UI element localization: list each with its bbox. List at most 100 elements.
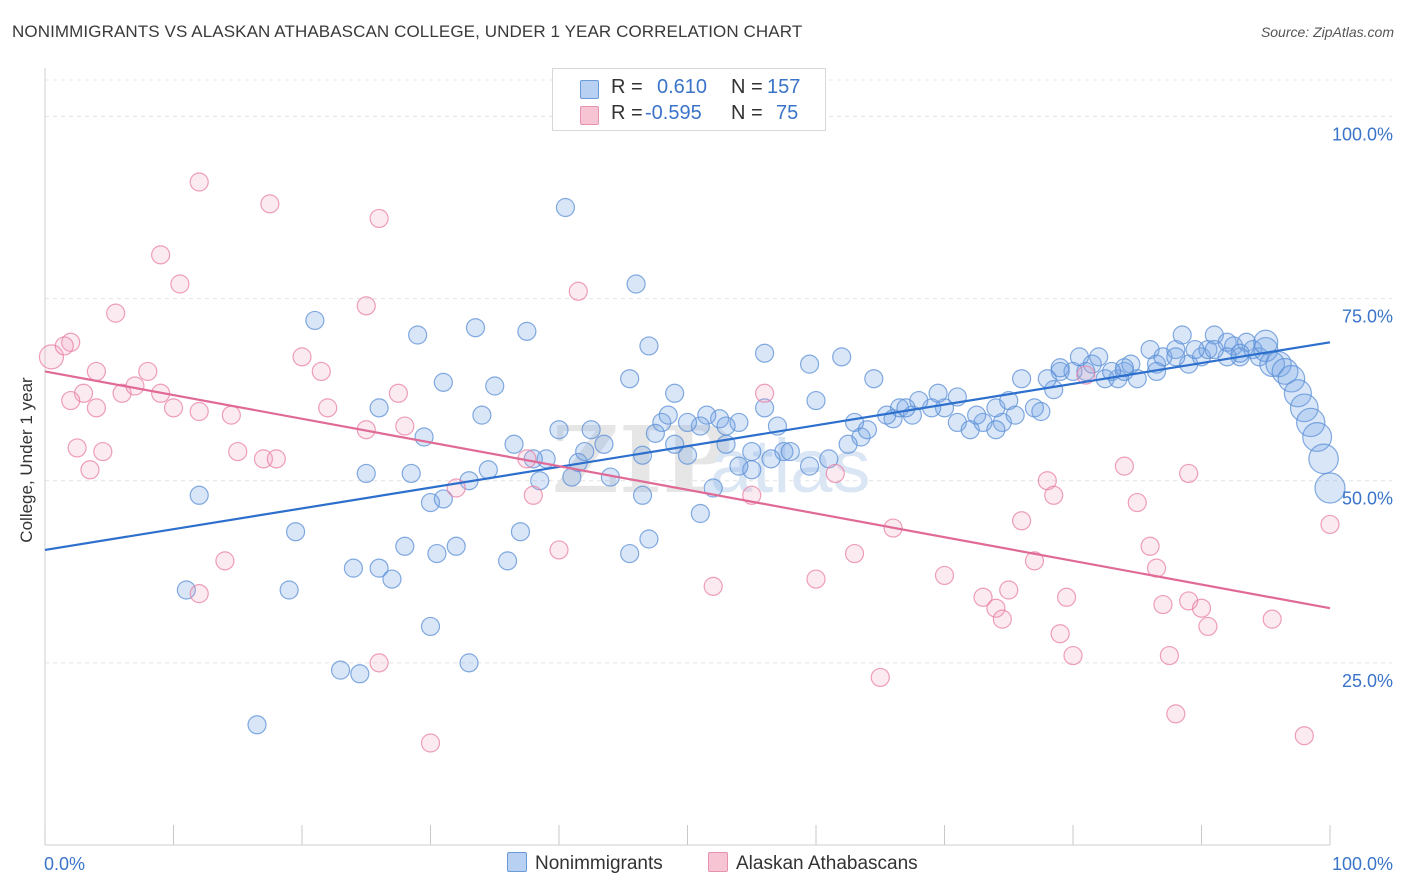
source-label: Source: ZipAtlas.com [1260, 24, 1394, 40]
nonimmigrants-point [549, 420, 569, 440]
nonimmigrants-point [716, 416, 736, 436]
athabascan-point [1159, 645, 1179, 666]
nonimmigrants-point [857, 420, 878, 440]
nonimmigrants-point [697, 405, 717, 425]
nonimmigrants-point [896, 398, 916, 418]
nonimmigrants-point [1185, 339, 1205, 360]
legend-n-value: 157 [767, 76, 801, 98]
nonimmigrants-point [665, 383, 685, 403]
y-tick-label: 25.0% [1342, 671, 1393, 691]
nonimmigrants-point [1024, 398, 1045, 418]
nonimmigrants-point [247, 715, 267, 735]
athabascan-point [1127, 492, 1147, 513]
legend-swatch-pink [580, 106, 599, 125]
nonimmigrants-point [1166, 347, 1186, 367]
athabascan-point [1063, 645, 1083, 666]
nonimmigrants-point [343, 558, 363, 578]
nonimmigrants-point [761, 449, 781, 469]
nonimmigrants-point [645, 423, 665, 443]
nonimmigrants-point [472, 405, 492, 425]
athabascan-point [1011, 511, 1032, 531]
nonimmigrants-point [799, 456, 820, 476]
nonimmigrants-point [1277, 364, 1306, 393]
legend-n-value: 75 [776, 102, 799, 124]
athabascan-point [1044, 485, 1064, 505]
nonimmigrants-point [632, 485, 653, 505]
nonimmigrants-point [658, 405, 678, 425]
nonimmigrants-point [279, 580, 299, 600]
nonimmigrants-point [330, 660, 351, 680]
nonimmigrants-point [581, 420, 601, 440]
nonimmigrants-point [1037, 369, 1057, 389]
athabascan-point [163, 398, 184, 418]
nonimmigrants-point [1296, 407, 1326, 438]
nonimmigrants-point [677, 412, 698, 433]
athabascan-point [754, 383, 775, 403]
y-tick-label: 50.0% [1342, 489, 1393, 509]
nonimmigrants-point [754, 343, 775, 363]
nonimmigrants-point [504, 434, 524, 454]
nonimmigrants-point [433, 372, 453, 392]
nonimmigrants-point [690, 416, 710, 436]
nonimmigrants-point [510, 522, 531, 542]
legend-n-label: N = [731, 102, 763, 124]
nonimmigrants-point [1289, 393, 1319, 423]
nonimmigrants-point [382, 569, 402, 589]
nonimmigrants-point [285, 522, 306, 542]
bottom-legend-athabascans: Alaskan Athabascans [708, 852, 918, 875]
athabascan-point [170, 274, 190, 294]
athabascan-point [1191, 598, 1212, 618]
nonimmigrants-point [1224, 336, 1244, 356]
athabascan-point [1024, 551, 1045, 571]
athabascan-point [80, 460, 100, 480]
nonimmigrants-point [1005, 405, 1025, 425]
athabascan-point [844, 543, 865, 564]
nonimmigrants-point [555, 197, 576, 218]
nonimmigrants-point [1204, 339, 1224, 360]
athabascan-point [1166, 704, 1186, 724]
nonimmigrants-point [1050, 358, 1070, 378]
athabascan-point [986, 598, 1006, 618]
nonimmigrants-point [176, 580, 196, 600]
nonimmigrants-point [485, 376, 505, 396]
athabascan-point [992, 609, 1012, 629]
athabascan-point [1050, 624, 1070, 644]
nonimmigrants-point [465, 318, 486, 338]
nonimmigrants-point [1253, 329, 1279, 355]
nonimmigrants-point [729, 412, 749, 433]
nonimmigrants-point [799, 354, 820, 374]
nonimmigrants-point [189, 485, 209, 505]
nonimmigrants-point [729, 456, 749, 476]
athabascan-point [67, 438, 87, 458]
athabascan-point [703, 576, 723, 596]
athabascan-point [1056, 587, 1077, 607]
athabascan-point [266, 449, 286, 469]
nonimmigrants-point [1172, 325, 1192, 345]
nonimmigrants-point [742, 460, 762, 480]
athabascan-point [973, 587, 993, 607]
nonimmigrants-point [420, 616, 441, 637]
x-tick-label: 0.0% [44, 854, 85, 874]
athabascan-point [806, 569, 826, 589]
athabascan-point [215, 551, 235, 571]
athabascan-trend-line [44, 370, 1331, 610]
nonimmigrants-point [620, 369, 640, 389]
legend-n-label: N = [731, 76, 763, 98]
athabascan-point [93, 441, 113, 462]
nonimmigrants-point [350, 664, 370, 684]
nonimmigrants-point [742, 441, 762, 462]
nonimmigrants-point [626, 274, 646, 294]
nonimmigrants-point [408, 325, 428, 345]
bottom-legend-label: Alaskan Athabascans [736, 853, 918, 874]
x-tick-label: 100.0% [1332, 854, 1393, 874]
nonimmigrants-point [433, 489, 453, 509]
athabascan-point [1294, 726, 1314, 746]
athabascan-point [260, 194, 280, 214]
legend-r-value: 0.610 [657, 76, 708, 98]
athabascan-point [369, 208, 389, 229]
athabascan-point [356, 296, 376, 316]
correlation-legend: R = 0.610 N = 157 R = -0.595 N = 75 [552, 68, 826, 131]
nonimmigrants-point [710, 409, 730, 429]
bottom-legend-label: Nonimmigrants [535, 853, 663, 874]
